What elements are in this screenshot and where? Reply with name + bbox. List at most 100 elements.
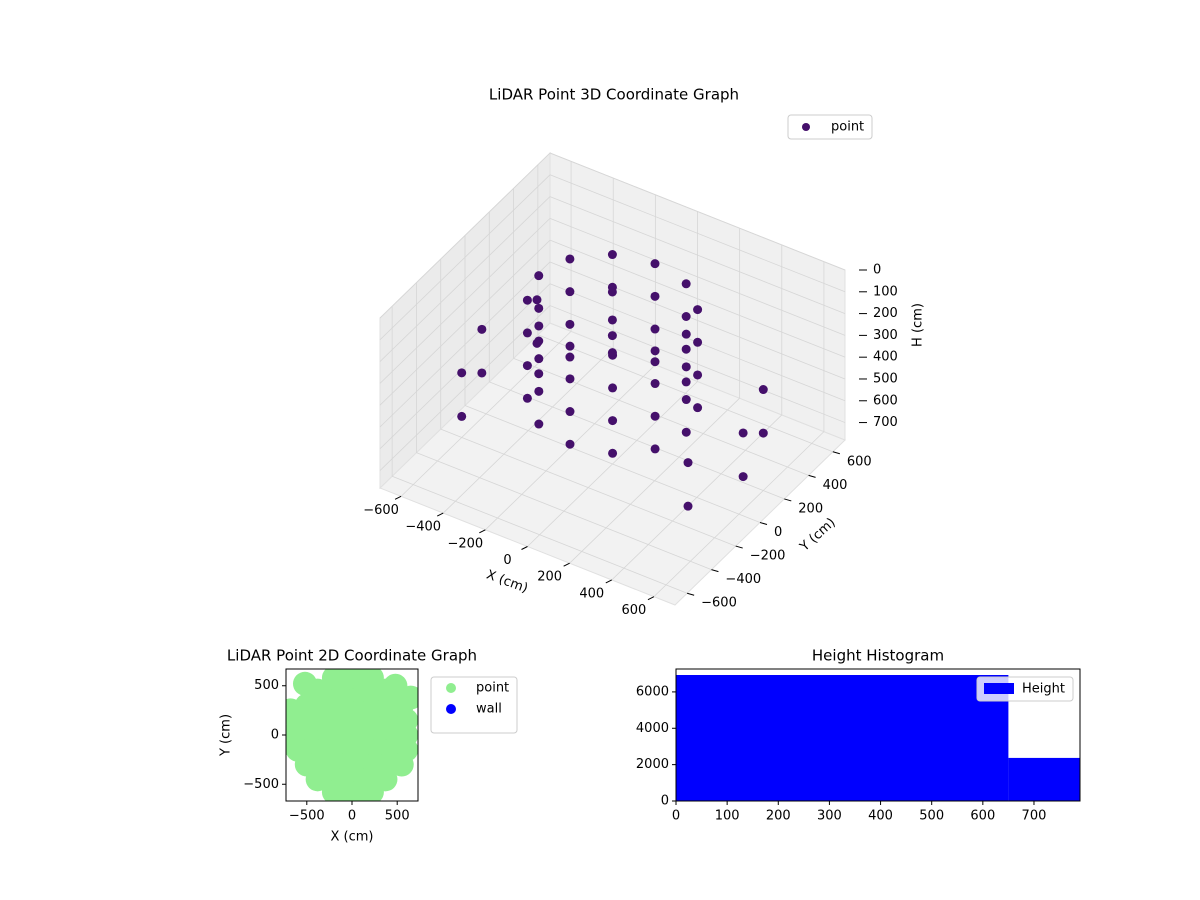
chart-title: LiDAR Point 3D Coordinate Graph	[489, 86, 739, 104]
point	[650, 411, 660, 421]
legend-label: wall	[476, 702, 502, 717]
point	[522, 295, 532, 305]
legend-label: Height	[1022, 682, 1065, 697]
point	[738, 428, 748, 438]
y-tick	[832, 451, 840, 455]
z-tick-label: 200	[873, 306, 898, 321]
x-tick-label: 0	[672, 809, 680, 824]
point	[681, 312, 691, 322]
point	[532, 338, 542, 348]
legend-patch	[984, 683, 1014, 694]
z-tick-label: 600	[873, 393, 898, 408]
grid-line	[379, 239, 551, 406]
point	[607, 287, 617, 297]
y-tick-label: 6000	[636, 684, 669, 699]
point	[359, 780, 384, 801]
point	[607, 315, 617, 325]
point	[565, 407, 575, 417]
x-tick-label: 0	[348, 809, 356, 824]
grid-line	[379, 196, 551, 362]
point	[758, 385, 768, 395]
x-tick	[605, 579, 613, 584]
y-tick-label: 0	[271, 728, 279, 743]
point	[758, 428, 768, 438]
point	[565, 439, 575, 449]
point	[292, 671, 317, 696]
point	[650, 324, 660, 334]
point	[693, 370, 703, 380]
point	[681, 279, 691, 289]
y-tick	[711, 569, 719, 573]
grid-line	[379, 305, 551, 471]
point	[534, 303, 544, 313]
grid-line	[549, 239, 846, 358]
point	[565, 319, 575, 329]
chart-title: LiDAR Point 2D Coordinate Graph	[227, 647, 477, 665]
grid-line	[549, 196, 846, 314]
x-tick	[563, 562, 570, 567]
point	[681, 329, 691, 339]
point	[650, 259, 660, 269]
point	[522, 328, 532, 338]
point	[681, 395, 691, 405]
plot-area	[286, 669, 418, 801]
point	[359, 669, 384, 690]
x-tick-label: 200	[537, 570, 562, 585]
y-tick-label: 0	[774, 525, 782, 540]
grid-line	[464, 405, 761, 523]
x-tick-label: −400	[405, 520, 441, 535]
point	[681, 377, 691, 387]
grid-line	[379, 152, 551, 319]
z-axis-label: H (cm)	[911, 303, 926, 347]
y-tick-label: −500	[243, 777, 279, 792]
y-tick-label: −400	[725, 572, 761, 587]
y-axis-label: Y (cm)	[797, 515, 839, 555]
z-tick-label: 300	[873, 328, 898, 343]
grid-line	[537, 334, 834, 453]
y-axis-label: Y (cm)	[219, 714, 234, 757]
point	[565, 352, 575, 362]
point	[650, 291, 660, 301]
point	[683, 458, 693, 468]
point	[565, 374, 575, 384]
legend-marker	[446, 683, 456, 693]
grid-line	[489, 381, 785, 500]
point	[565, 254, 575, 264]
z-tick-label: 100	[873, 284, 898, 299]
point	[608, 448, 618, 458]
x-tick-label: 600	[622, 603, 647, 618]
legend-marker	[446, 704, 456, 714]
x-tick-label: 500	[385, 809, 410, 824]
grid-line	[513, 357, 809, 476]
point	[286, 698, 303, 723]
point	[389, 752, 414, 777]
bar	[676, 675, 1009, 801]
y-tick-label: 2000	[636, 757, 669, 772]
point	[650, 379, 660, 389]
point	[693, 337, 703, 347]
point	[532, 295, 542, 305]
grid-line	[549, 305, 846, 423]
bar	[1008, 757, 1080, 801]
grid-line	[379, 283, 551, 450]
x-tick	[521, 546, 528, 550]
point	[650, 346, 660, 356]
x-tick-label: 100	[715, 809, 740, 824]
point	[650, 444, 660, 454]
grid-line	[440, 428, 736, 547]
point	[681, 427, 691, 437]
point	[565, 341, 575, 351]
point	[534, 386, 544, 396]
y-tick	[808, 474, 816, 478]
z-tick-label: 400	[873, 350, 898, 365]
legend-label: point	[831, 120, 864, 135]
point	[286, 732, 306, 757]
point	[522, 393, 532, 403]
y-tick-label: 400	[823, 478, 848, 493]
y-tick-label: 500	[254, 678, 279, 693]
point	[608, 416, 618, 426]
point	[534, 369, 544, 379]
grid-line	[379, 218, 551, 384]
x-tick-label: 400	[868, 809, 893, 824]
grid-line	[379, 174, 551, 341]
